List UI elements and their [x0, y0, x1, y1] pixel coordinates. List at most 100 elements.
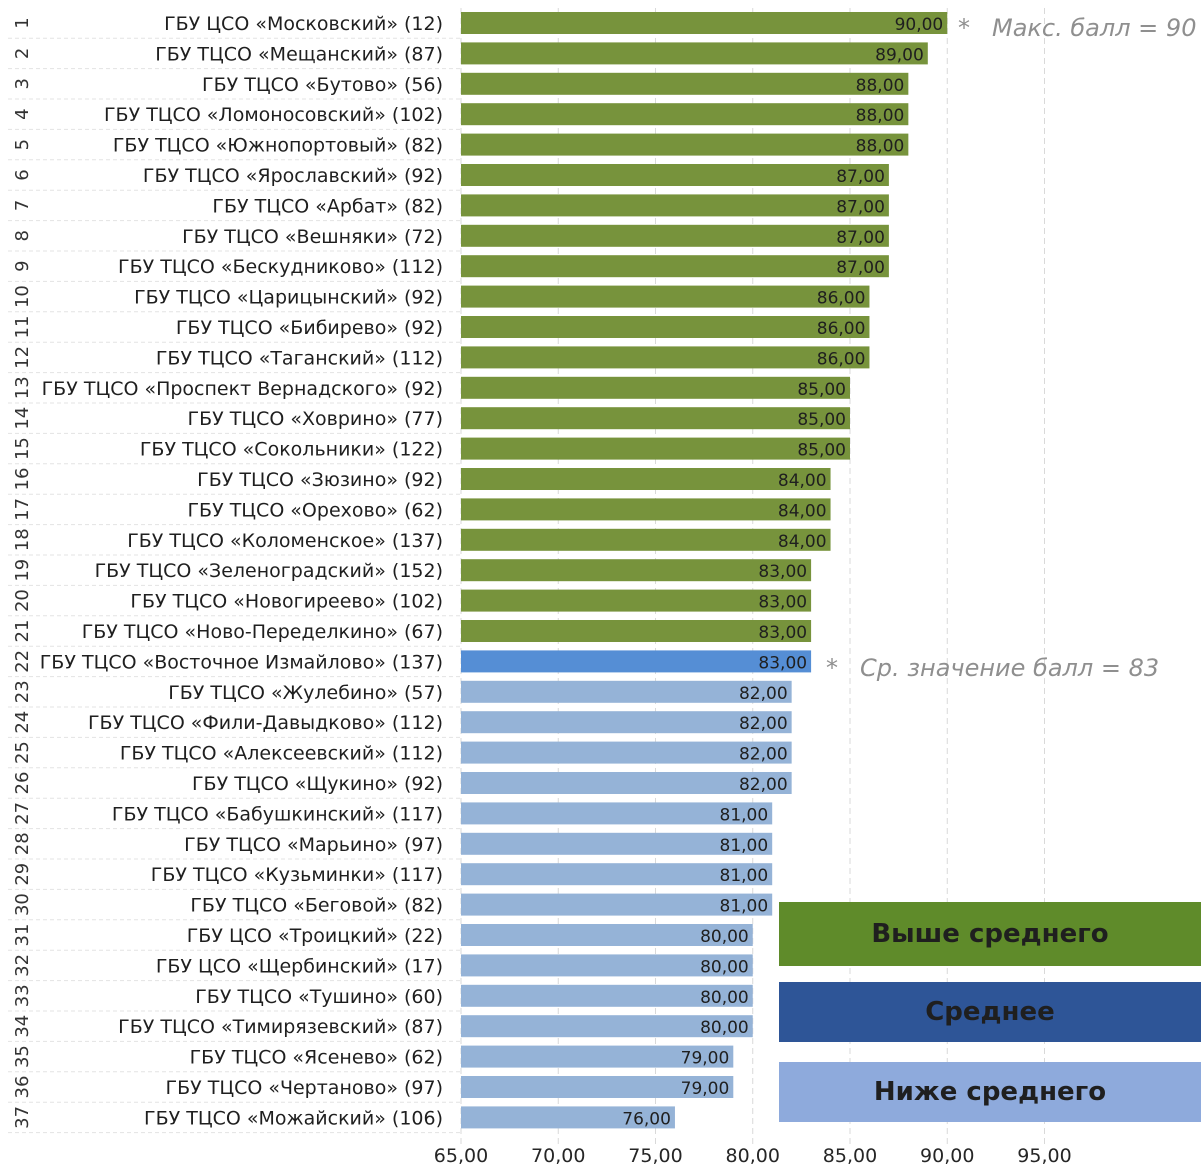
bar-value-label: 81,00 [720, 866, 769, 886]
bar [461, 42, 928, 65]
bar [461, 711, 792, 734]
bar-value-label: 80,00 [700, 957, 749, 977]
rank-number: 36 [12, 1076, 33, 1099]
rank-number: 31 [12, 924, 33, 947]
category-label: ГБУ ЦСО «Щербинский» (17) [156, 955, 443, 977]
rank-number: 37 [12, 1106, 33, 1129]
bar-value-label: 86,00 [817, 289, 866, 309]
bars [461, 12, 948, 1129]
x-tick-label: 70,00 [531, 1145, 585, 1167]
category-label: ГБУ ТЦСО «Мещанский» (87) [155, 43, 443, 65]
avg-note-text: Ср. значение балл = 83 [860, 654, 1160, 682]
bar [461, 1045, 734, 1068]
category-label: ГБУ ТЦСО «Кузьминки» (117) [151, 864, 443, 886]
bar-value-label: 76,00 [622, 1109, 671, 1129]
bar-value-label: 84,00 [778, 501, 827, 521]
rank-number: 15 [12, 437, 33, 460]
bar [461, 194, 889, 217]
bar [461, 650, 812, 673]
rank-number: 9 [12, 260, 33, 271]
category-label: ГБУ ТЦСО «Чертаново» (97) [165, 1077, 443, 1099]
rank-number: 17 [12, 498, 33, 521]
rank-number: 14 [12, 407, 33, 430]
bar-value-label: 85,00 [797, 410, 846, 430]
category-label: ГБУ ТЦСО «Фили-Давыдково» (112) [88, 712, 443, 734]
max-note-star: * [958, 14, 970, 42]
average-score-note: * Ср. значение балл = 83 [826, 654, 1159, 682]
bar-value-label: 80,00 [700, 1018, 749, 1038]
bar-value-label: 88,00 [856, 76, 905, 96]
bar [461, 528, 831, 551]
bar-value-label: 82,00 [739, 775, 788, 795]
rank-number: 4 [12, 108, 33, 119]
rank-number: 16 [12, 468, 33, 491]
x-tick-label: 95,00 [1017, 1145, 1071, 1167]
bar [461, 285, 870, 308]
bar-value-label: 79,00 [681, 1079, 730, 1099]
bar [461, 741, 792, 764]
category-label: ГБУ ТЦСО «Бескудниково» (112) [118, 256, 443, 278]
bar-value-label: 84,00 [778, 532, 827, 552]
bar-value-label: 84,00 [778, 471, 827, 491]
category-label: ГБУ ТЦСО «Зеленоградский» (152) [95, 560, 443, 582]
rank-number: 25 [12, 741, 33, 764]
category-label: ГБУ ТЦСО «Коломенское» (137) [127, 530, 443, 552]
bar [461, 924, 753, 946]
category-label: ГБУ ЦСО «Московский» (12) [164, 13, 443, 35]
bar [461, 680, 792, 703]
bar-value-label: 80,00 [700, 927, 749, 947]
rank-number: 18 [12, 528, 33, 551]
legend-average-label: Среднее [925, 997, 1055, 1027]
bar-value-label: 87,00 [836, 167, 885, 187]
bar [461, 255, 889, 278]
bar [461, 103, 909, 126]
x-tick-label: 80,00 [726, 1145, 780, 1167]
bar [461, 316, 870, 338]
rank-number: 7 [12, 200, 33, 211]
bar [461, 893, 773, 916]
bar-value-label: 82,00 [739, 714, 788, 734]
bar [461, 133, 909, 156]
max-score-note: * Макс. балл = 90 [958, 14, 1196, 42]
bar [461, 468, 831, 490]
bar [461, 1106, 675, 1129]
category-label: ГБУ ТЦСО «Арбат» (82) [212, 195, 443, 217]
rank-labels: 1234567891011121314151617181920212223242… [12, 17, 33, 1129]
rank-number: 8 [12, 230, 33, 241]
legend-average: Среднее [779, 982, 1201, 1042]
rank-number: 5 [12, 139, 33, 150]
bar-value-label: 90,00 [895, 15, 944, 35]
category-label: ГБУ ТЦСО «Сокольники» (122) [140, 439, 443, 461]
category-label: ГБУ ТЦСО «Зюзино» (92) [197, 469, 443, 491]
bar-value-label: 87,00 [836, 258, 885, 278]
bar [461, 12, 948, 34]
category-label: ГБУ ТЦСО «Новогиреево» (102) [130, 591, 443, 613]
bar-value-label: 88,00 [856, 137, 905, 157]
rank-number: 3 [12, 78, 33, 89]
category-label: ГБУ ТЦСО «Ломоносовский» (102) [104, 104, 443, 126]
rank-number: 26 [12, 772, 33, 795]
x-tick-label: 65,00 [434, 1145, 488, 1167]
category-label: ГБУ ТЦСО «Орехово» (62) [187, 499, 443, 521]
legend-above-average: Выше среднего [779, 902, 1201, 966]
rank-number: 35 [12, 1045, 33, 1068]
category-label: ГБУ ТЦСО «Вешняки» (72) [182, 226, 443, 248]
bar-value-label: 88,00 [856, 106, 905, 126]
category-label: ГБУ ТЦСО «Проспект Вернадского» (92) [42, 378, 443, 400]
rank-number: 22 [12, 650, 33, 673]
bar [461, 863, 773, 886]
category-label: ГБУ ТЦСО «Восточное Измайлово» (137) [40, 651, 443, 673]
category-label: ГБУ ТЦСО «Беговой» (82) [190, 895, 443, 917]
value-labels: 90,00 89,00 88,00 88,00 88,00 87,00 87,00 87,00… [622, 15, 943, 1129]
category-label: ГБУ ТЦСО «Ново-Переделкино» (67) [82, 621, 443, 643]
category-label: ГБУ ТЦСО «Южнопортовый» (82) [113, 135, 443, 157]
rank-number: 20 [12, 589, 33, 612]
bar-value-label: 83,00 [758, 593, 807, 613]
rank-number: 19 [12, 559, 33, 582]
rank-number: 6 [12, 169, 33, 180]
bar [461, 346, 870, 369]
rank-number: 27 [12, 802, 33, 825]
category-label: ГБУ ТЦСО «Тушино» (60) [195, 986, 443, 1008]
category-label: ГБУ ТЦСО «Жулебино» (57) [168, 682, 443, 704]
